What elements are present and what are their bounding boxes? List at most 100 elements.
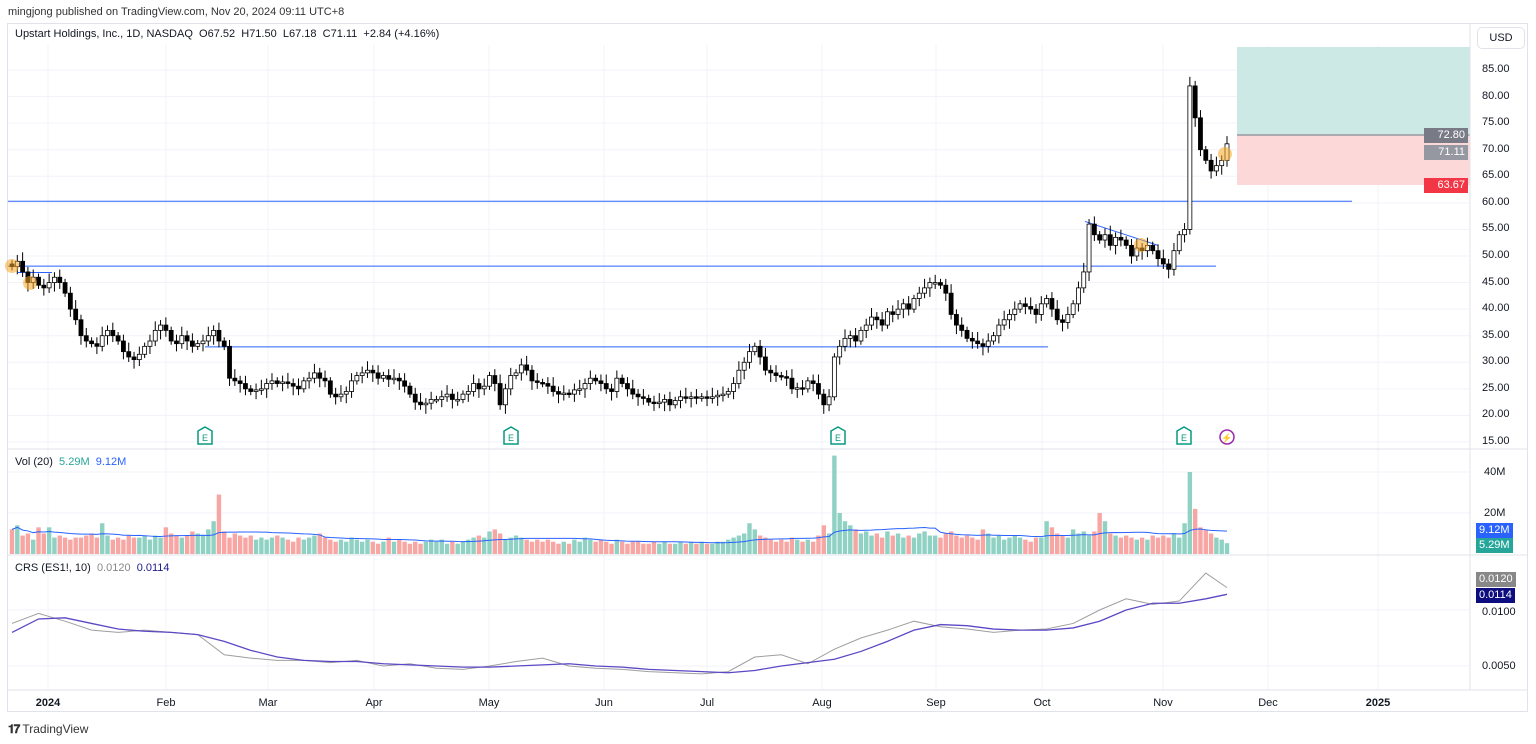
volume-bar xyxy=(1192,508,1198,554)
candle xyxy=(380,371,386,382)
candle-body xyxy=(1182,229,1187,236)
time-tick: Aug xyxy=(812,697,832,709)
candle-body xyxy=(540,382,545,385)
candle xyxy=(73,300,79,325)
candle-body xyxy=(980,343,986,347)
volume-tag: 5.29M xyxy=(1476,538,1513,553)
candle-body xyxy=(338,393,344,398)
volume-bar xyxy=(402,541,407,554)
volume-bar xyxy=(524,539,529,554)
candle-body xyxy=(248,388,254,392)
candle-body xyxy=(1198,117,1203,151)
volume-bar xyxy=(593,541,598,554)
candle xyxy=(439,390,445,408)
volume-bar xyxy=(1039,537,1044,554)
candle-body xyxy=(36,276,41,286)
candle-body xyxy=(312,372,317,379)
candle xyxy=(232,369,238,386)
candle-body xyxy=(757,345,763,358)
candle-body xyxy=(826,396,832,406)
candle-body xyxy=(625,383,630,390)
candle-body xyxy=(306,377,312,382)
candle-body xyxy=(1176,234,1182,252)
volume-bar xyxy=(1171,533,1177,554)
candle-body xyxy=(1060,319,1065,323)
candle xyxy=(593,374,599,385)
candle xyxy=(1086,219,1092,281)
candle xyxy=(290,378,296,396)
candle xyxy=(375,365,381,385)
volume-bar xyxy=(646,543,651,554)
volume-bar xyxy=(545,539,551,554)
candle xyxy=(1123,236,1129,250)
volume-bar xyxy=(1214,537,1219,554)
volume-bar xyxy=(970,537,975,554)
candle xyxy=(343,386,349,404)
tradingview-logo[interactable]: 𝟏𝟕 TradingView xyxy=(8,722,88,737)
candle-body xyxy=(651,401,657,405)
candle xyxy=(837,339,843,365)
volume-bar xyxy=(296,537,301,554)
volume-bar xyxy=(391,541,397,554)
currency-button[interactable]: USD xyxy=(1477,27,1525,49)
volume-bar xyxy=(1055,533,1060,554)
volume-bar xyxy=(397,539,402,554)
volume-bar xyxy=(121,539,126,554)
candle xyxy=(1044,294,1050,308)
candle-body xyxy=(1001,319,1007,326)
volume-bar xyxy=(1108,533,1113,554)
candle-body xyxy=(243,383,248,390)
candle xyxy=(794,382,800,398)
volume-bar xyxy=(84,535,89,554)
candle xyxy=(131,351,137,369)
candle-body xyxy=(317,372,323,379)
volume-bar xyxy=(741,533,747,554)
volume-bar xyxy=(105,535,110,554)
earnings-icon: E xyxy=(1176,426,1192,445)
candle xyxy=(99,326,105,352)
volume-bar xyxy=(832,455,837,554)
earnings-label: E xyxy=(1181,433,1187,443)
candle-body xyxy=(434,399,439,402)
candle-body xyxy=(784,376,790,379)
candle-body xyxy=(205,335,211,342)
candle xyxy=(481,378,487,396)
crs-value: 0.0120 xyxy=(96,562,131,574)
volume-bar xyxy=(577,541,582,554)
candle xyxy=(614,370,620,398)
volume-bar xyxy=(667,543,673,554)
candle xyxy=(572,383,577,402)
candle-body xyxy=(508,375,514,390)
candle-body xyxy=(227,345,232,379)
volume-bar xyxy=(466,539,471,554)
volume-bar xyxy=(736,535,742,554)
volume-bar xyxy=(434,541,439,554)
candle-body xyxy=(94,343,100,347)
candle xyxy=(635,389,641,406)
candle-body xyxy=(115,335,121,342)
volume-bar xyxy=(354,539,360,554)
candle-body xyxy=(253,389,259,392)
candle xyxy=(1001,310,1007,331)
candle-body xyxy=(975,340,981,345)
volume-bar xyxy=(243,537,248,554)
price-tick: 15.00 xyxy=(1482,434,1510,447)
candle-body xyxy=(731,383,736,392)
candle xyxy=(386,369,392,387)
candle xyxy=(619,374,625,388)
candle-body xyxy=(78,319,84,337)
candle-body xyxy=(688,396,694,399)
candle xyxy=(497,374,503,410)
volume-bar xyxy=(381,541,386,554)
candle xyxy=(736,361,742,389)
candle xyxy=(349,373,354,398)
candle-body xyxy=(794,387,800,390)
candle-body xyxy=(545,383,551,387)
volume-bar xyxy=(927,535,933,554)
highlight-marker xyxy=(23,276,37,290)
volume-bar xyxy=(492,529,498,554)
candle xyxy=(805,377,811,393)
volume-bar xyxy=(41,533,47,554)
volume-bar xyxy=(1076,533,1081,554)
